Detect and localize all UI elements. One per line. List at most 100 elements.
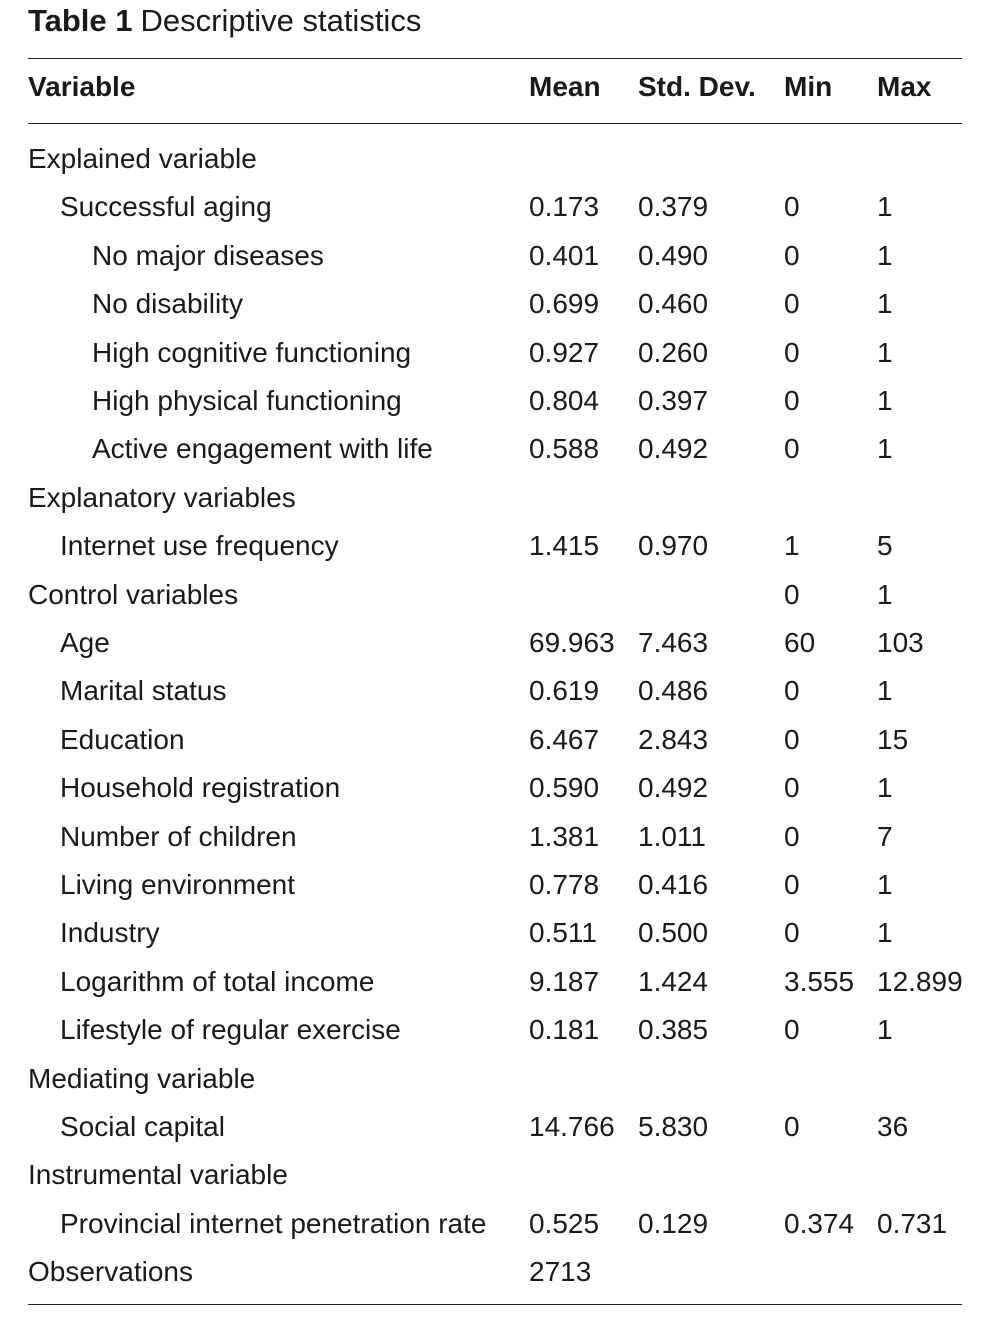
cell-min: 0 [784, 675, 800, 707]
table-row: Observations 2713 [0, 1248, 993, 1296]
cell-max: 36 [877, 1111, 909, 1142]
table-row: Number of children 1.381 1.011 0 7 [0, 813, 993, 861]
cell-max: 7 [877, 820, 893, 852]
table-row: Successful aging 0.173 0.379 0 1 [0, 183, 993, 231]
table-row: Living environment 0.778 0.416 0 1 [0, 861, 993, 909]
table-row: Education 6.467 2.843 0 15 [0, 716, 993, 764]
table-row: Active engagement with life 0.588 0.492 0 1 [0, 425, 993, 473]
cell-variable: Lifestyle of regular exercise [60, 1014, 401, 1046]
cell-variable: High cognitive functioning [92, 336, 412, 368]
cell-variable: Instrumental variable [28, 1159, 288, 1191]
cell-std-dev: 1.424 [638, 965, 709, 997]
cell-mean: 0.401 [529, 239, 600, 271]
cell-variable: Logarithm of total income [60, 965, 375, 997]
table-row: No disability 0.699 0.460 0 1 [0, 280, 993, 328]
cell-variable: Observations [28, 1256, 193, 1288]
cell-variable: Household registration [60, 772, 341, 804]
header-rule [28, 123, 962, 124]
cell-std-dev: 2.843 [638, 723, 709, 755]
cell-min: 0 [784, 869, 800, 900]
cell-std-dev: 5.830 [638, 1111, 709, 1142]
cell-min: 0 [784, 772, 800, 804]
cell-max: 1 [877, 772, 893, 804]
cell-min: 0 [784, 239, 800, 271]
cell-variable: Active engagement with life [92, 433, 433, 465]
cell-mean: 0.804 [529, 385, 600, 416]
cell-max: 1 [877, 1014, 893, 1046]
cell-mean: 0.699 [529, 288, 600, 320]
cell-max: 1 [877, 336, 893, 368]
table-row: Household registration 0.590 0.492 0 1 [0, 764, 993, 812]
cell-mean: 0.590 [529, 772, 600, 804]
header-min: Min [784, 71, 833, 102]
table-row: No major diseases 0.401 0.490 0 1 [0, 232, 993, 280]
table-row: Logarithm of total income 9.187 1.424 3.555… [0, 958, 993, 1006]
cell-std-dev: 0.492 [638, 433, 709, 465]
cell-mean: 0.588 [529, 433, 600, 465]
cell-max: 5 [877, 530, 893, 562]
cell-min: 0 [784, 336, 800, 368]
cell-variable: Successful aging [60, 191, 272, 223]
cell-variable: Internet use frequency [60, 530, 339, 562]
cell-mean: 0.778 [529, 869, 600, 900]
cell-mean: 6.467 [529, 723, 600, 755]
cell-min: 0 [784, 917, 800, 949]
table-row: Internet use frequency 1.415 0.970 1 5 [0, 522, 993, 570]
cell-variable: No disability [92, 288, 243, 320]
table-row: High physical functioning 0.804 0.397 0 1 [0, 377, 993, 425]
cell-max: 12.899 [877, 965, 963, 997]
cell-mean: 0.173 [529, 191, 600, 223]
cell-max: 0.731 [877, 1207, 948, 1239]
cell-variable: Number of children [60, 820, 297, 852]
cell-max: 1 [877, 869, 893, 900]
cell-variable: Industry [60, 917, 160, 949]
cell-min: 0 [784, 1111, 800, 1142]
cell-std-dev: 7.463 [638, 627, 709, 658]
table-row: Mediating variable [0, 1055, 993, 1103]
cell-max: 1 [877, 385, 893, 416]
cell-variable: Explanatory variables [28, 481, 296, 513]
header-std-dev: Std. Dev. [638, 71, 756, 102]
cell-std-dev: 0.500 [638, 917, 709, 949]
table-row: Marital status 0.619 0.486 0 1 [0, 667, 993, 715]
table-row: Age 69.963 7.463 60 103 [0, 619, 993, 667]
cell-min: 60 [784, 627, 816, 658]
cell-std-dev: 0.970 [638, 530, 709, 562]
cell-variable: Age [60, 627, 110, 658]
cell-max: 1 [877, 917, 893, 949]
table-row: High cognitive functioning 0.927 0.260 0 1 [0, 329, 993, 377]
cell-max: 1 [877, 433, 893, 465]
cell-min: 3.555 [784, 965, 855, 997]
cell-std-dev: 0.460 [638, 288, 709, 320]
cell-max: 103 [877, 627, 924, 658]
bottom-rule [28, 1304, 962, 1305]
table-row: Explanatory variables [0, 474, 993, 522]
table-row: Instrumental variable [0, 1151, 993, 1199]
cell-mean: 1.381 [529, 820, 600, 852]
cell-mean: 1.415 [529, 530, 600, 562]
cell-variable: High physical functioning [92, 385, 402, 416]
cell-std-dev: 0.490 [638, 239, 709, 271]
cell-std-dev: 0.486 [638, 675, 709, 707]
top-rule [28, 58, 962, 59]
cell-mean: 0.525 [529, 1207, 600, 1239]
table-caption: Table 1 Descriptive statistics [28, 0, 421, 42]
cell-std-dev: 0.379 [638, 191, 709, 223]
cell-max: 1 [877, 288, 893, 320]
table-row: Lifestyle of regular exercise 0.181 0.385 0… [0, 1006, 993, 1054]
header-max: Max [877, 71, 932, 102]
cell-mean: 0.181 [529, 1014, 600, 1046]
cell-variable: Education [60, 723, 185, 755]
cell-max: 1 [877, 239, 893, 271]
table-title: Descriptive statistics [140, 3, 422, 38]
cell-min: 0 [784, 385, 800, 416]
cell-variable: Explained variable [28, 143, 257, 174]
cell-mean: 2713 [529, 1256, 592, 1288]
cell-max: 1 [877, 191, 893, 223]
cell-variable: Mediating variable [28, 1062, 256, 1094]
cell-min: 1 [784, 530, 800, 562]
cell-variable: No major diseases [92, 239, 324, 271]
cell-std-dev: 0.129 [638, 1207, 709, 1239]
cell-mean: 9.187 [529, 965, 600, 997]
cell-min: 0.374 [784, 1207, 855, 1239]
